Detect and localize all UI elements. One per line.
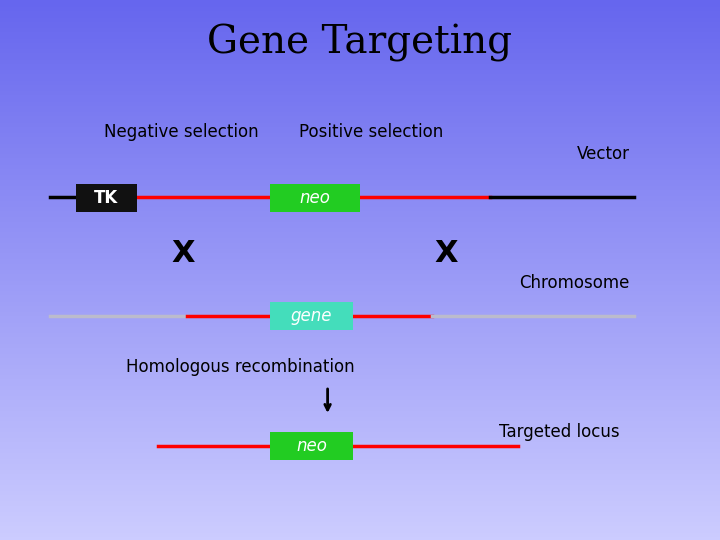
Text: X: X <box>435 239 458 268</box>
Text: neo: neo <box>300 188 330 207</box>
Text: Targeted locus: Targeted locus <box>498 423 619 441</box>
Bar <box>76 184 137 212</box>
Text: Negative selection: Negative selection <box>104 123 259 141</box>
Text: Gene Targeting: Gene Targeting <box>207 24 513 62</box>
Text: Vector: Vector <box>577 145 630 163</box>
Text: gene: gene <box>291 307 332 326</box>
Bar <box>270 432 353 460</box>
Text: X: X <box>172 239 195 268</box>
Bar <box>270 184 360 212</box>
Text: TK: TK <box>94 188 118 207</box>
Text: Positive selection: Positive selection <box>299 123 443 141</box>
Text: neo: neo <box>296 437 327 455</box>
Bar <box>270 302 353 330</box>
Text: Homologous recombination: Homologous recombination <box>126 358 355 376</box>
Text: Chromosome: Chromosome <box>520 274 630 293</box>
